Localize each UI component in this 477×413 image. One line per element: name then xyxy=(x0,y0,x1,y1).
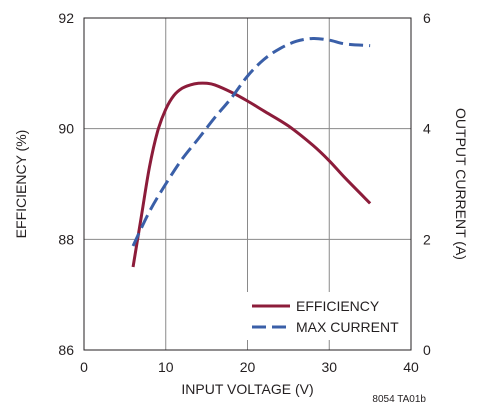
y-tick-label-right: 6 xyxy=(423,10,431,26)
y-tick-label-right: 2 xyxy=(423,231,431,247)
figure-code-note: 8054 TA01b xyxy=(372,394,426,405)
legend-label-max-current: MAX CURRENT xyxy=(296,319,399,335)
y-axis-title-right: OUTPUT CURRENT (A) xyxy=(453,108,469,260)
x-tick-label: 0 xyxy=(80,359,88,375)
plot-frame xyxy=(83,17,412,351)
y-tick-label-left: 88 xyxy=(58,231,74,247)
x-tick-label: 40 xyxy=(403,359,419,375)
x-tick-label: 30 xyxy=(321,359,337,375)
y-tick-label-right: 0 xyxy=(423,342,431,358)
series-line-max-current xyxy=(131,36,371,247)
x-tick-label: 20 xyxy=(240,359,256,375)
x-tick-label: 10 xyxy=(158,359,174,375)
series-layer xyxy=(131,36,372,268)
series-line-efficiency xyxy=(131,81,372,268)
tick-labels: 0 10 20 30 40 86 88 90 92 0 2 4 6 xyxy=(58,10,431,375)
y-tick-label-right: 4 xyxy=(423,121,431,137)
y-tick-label-left: 92 xyxy=(58,10,74,26)
legend-background xyxy=(246,292,406,340)
y-tick-label-left: 90 xyxy=(58,121,74,137)
y-tick-label-left: 86 xyxy=(58,342,74,358)
legend-label-efficiency: EFFICIENCY xyxy=(296,298,380,314)
legend: EFFICIENCY MAX CURRENT xyxy=(246,292,406,340)
x-axis-title: INPUT VOLTAGE (V) xyxy=(181,381,313,397)
y-axis-title-left: EFFICIENCY (%) xyxy=(13,130,29,239)
